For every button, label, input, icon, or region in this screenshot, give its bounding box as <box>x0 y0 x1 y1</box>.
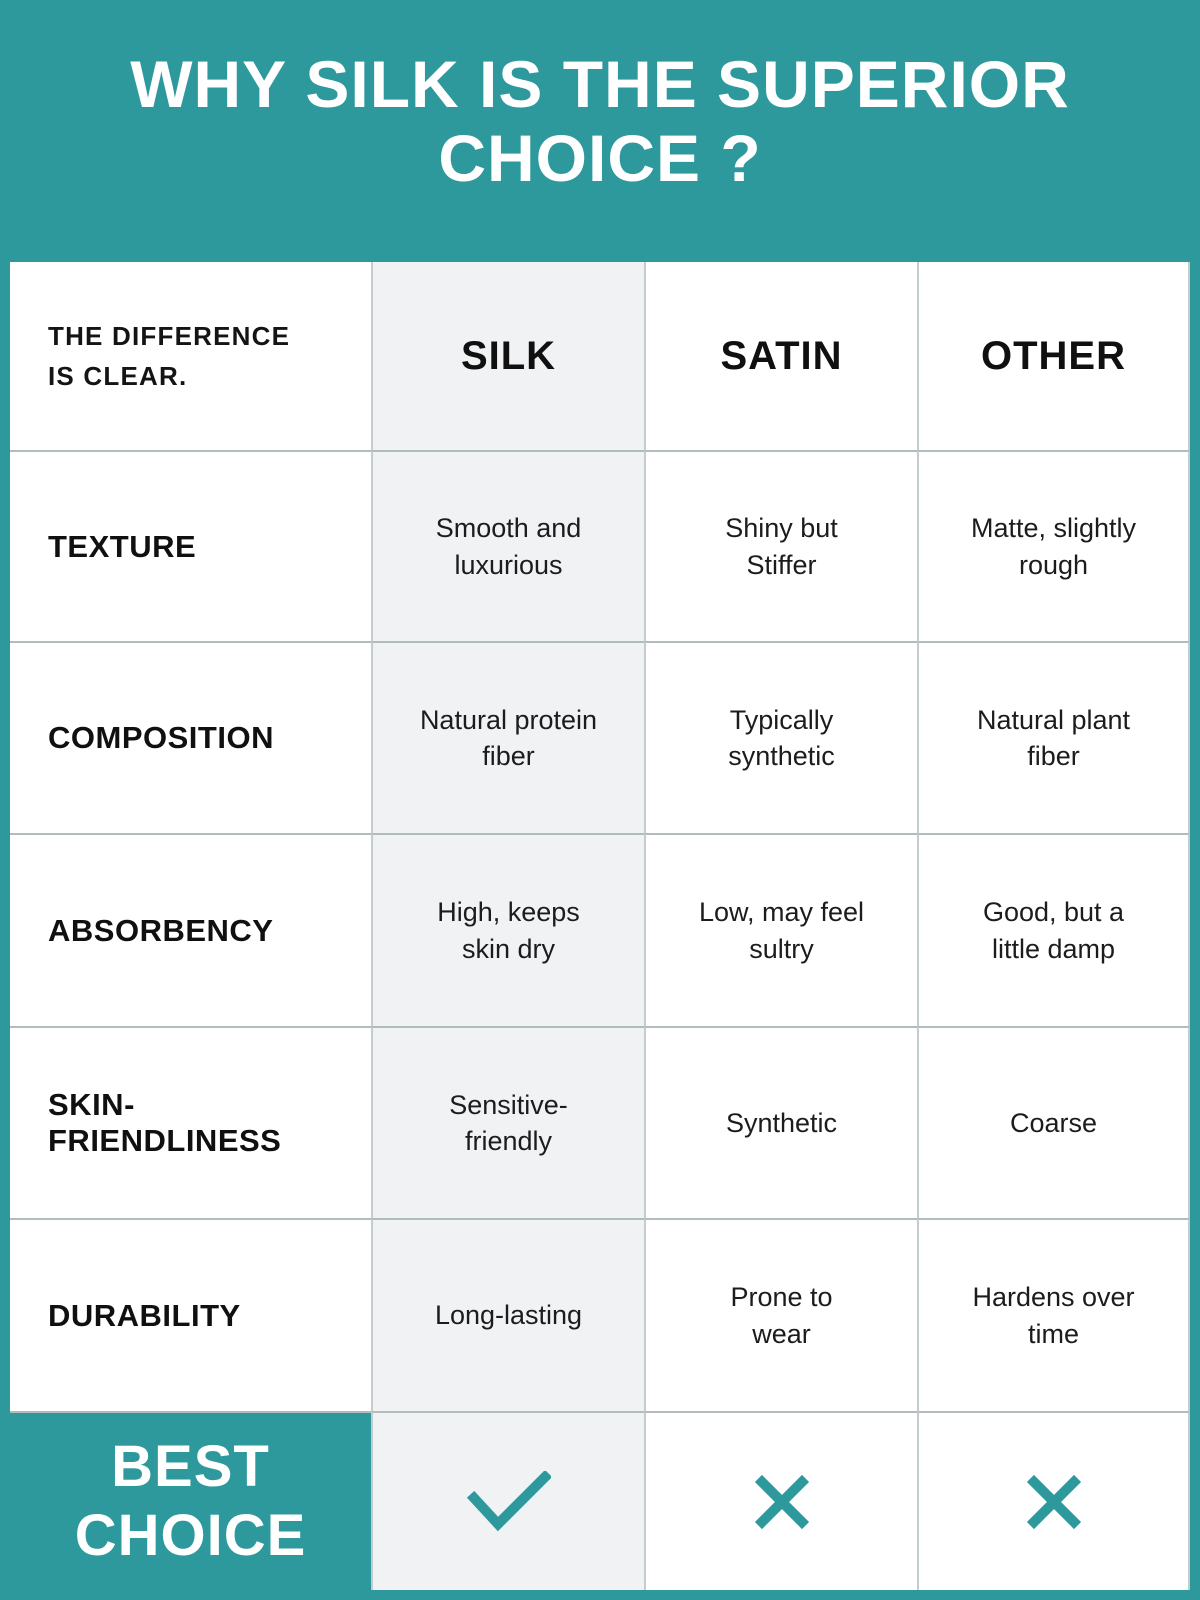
column-header-other: OTHER <box>917 262 1190 450</box>
row-label-durability: DURABILITY <box>10 1218 371 1411</box>
skin-friendliness-silk-cell: Sensitive- friendly <box>371 1026 644 1218</box>
x-icon <box>1026 1474 1081 1529</box>
column-header-satin: SATIN <box>644 262 917 450</box>
page-title: WHY SILK IS THE SUPERIOR CHOICE ? <box>0 0 1200 262</box>
best-choice-satin-cell <box>644 1411 917 1590</box>
texture-other-cell: Matte, slightly rough <box>917 450 1190 641</box>
skin-friendliness-other-cell: Coarse <box>917 1026 1190 1218</box>
page-title-line-1: WHY SILK IS THE SUPERIOR <box>130 47 1070 121</box>
absorbency-silk-cell: High, keeps skin dry <box>371 833 644 1026</box>
best-choice-label: BEST CHOICE <box>10 1411 371 1590</box>
table-intro-text: THE DIFFERENCE IS CLEAR. <box>10 262 371 450</box>
absorbency-other-cell: Good, but a little damp <box>917 833 1190 1026</box>
row-label-composition: COMPOSITION <box>10 641 371 833</box>
composition-other-cell: Natural plant fiber <box>917 641 1190 833</box>
composition-silk-cell: Natural protein fiber <box>371 641 644 833</box>
page-title-line-2: CHOICE ? <box>438 120 762 195</box>
best-choice-other-cell <box>917 1411 1190 1590</box>
durability-silk-cell: Long-lasting <box>371 1218 644 1411</box>
comparison-table: THE DIFFERENCE IS CLEAR. SILK SATIN OTHE… <box>10 262 1190 1590</box>
texture-silk-cell: Smooth and luxurious <box>371 450 644 641</box>
best-choice-silk-cell <box>371 1411 644 1590</box>
row-label-absorbency: ABSORBENCY <box>10 833 371 1026</box>
durability-satin-cell: Prone to wear <box>644 1218 917 1411</box>
check-icon <box>466 1470 551 1531</box>
absorbency-satin-cell: Low, may feel sultry <box>644 833 917 1026</box>
composition-satin-cell: Typically synthetic <box>644 641 917 833</box>
column-header-silk: SILK <box>371 262 644 450</box>
durability-other-cell: Hardens over time <box>917 1218 1190 1411</box>
texture-satin-cell: Shiny but Stiffer <box>644 450 917 641</box>
skin-friendliness-satin-cell: Synthetic <box>644 1026 917 1218</box>
row-label-skin-friendliness: SKIN- FRIENDLINESS <box>10 1026 371 1218</box>
x-icon <box>754 1474 809 1529</box>
row-label-texture: TEXTURE <box>10 450 371 641</box>
